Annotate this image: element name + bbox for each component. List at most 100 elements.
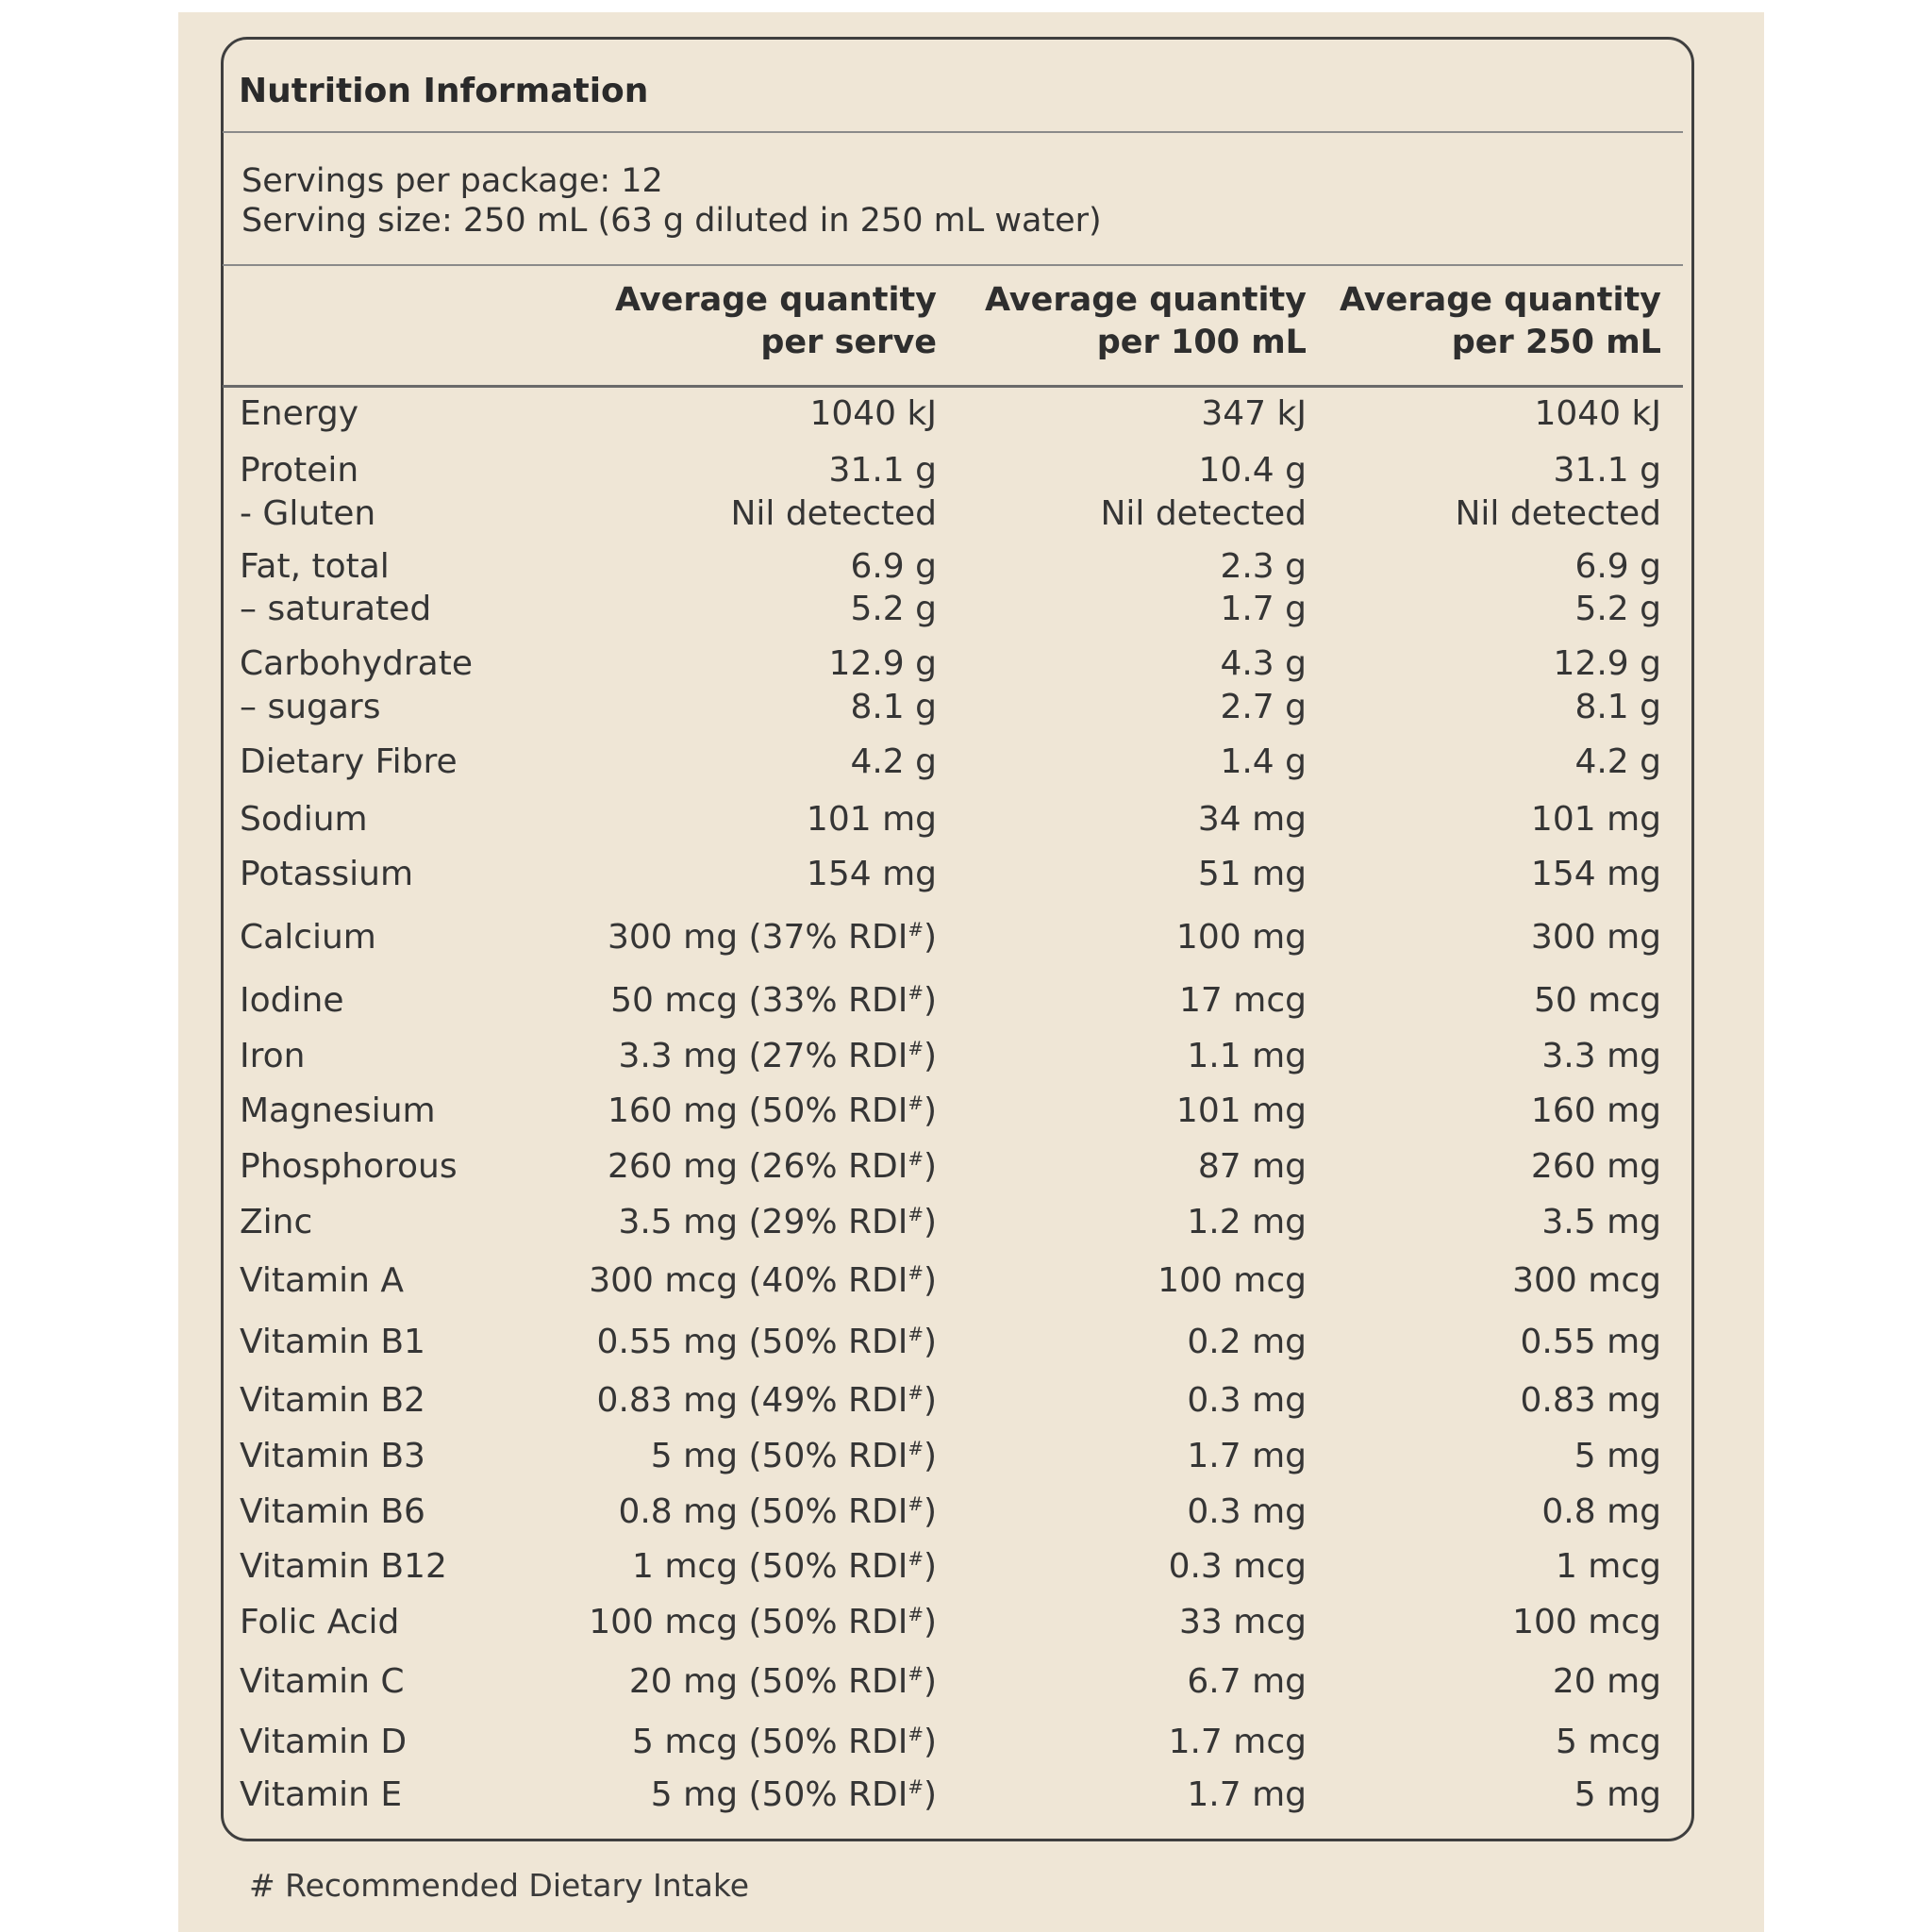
servings-per-package: Servings per package: 12: [242, 162, 663, 200]
value-per-serve: 8.1 g: [850, 688, 937, 726]
value-per-serve: 5 mcg (50% RDI#): [632, 1723, 937, 1761]
value-per-250ml: 100 mcg: [1512, 1603, 1661, 1641]
header-divider: [223, 385, 1683, 388]
column-header-per-100ml: Average quantity per 100 mL: [984, 281, 1307, 361]
nutrient-label: Energy: [240, 394, 359, 433]
serving-divider: [223, 264, 1683, 266]
value-per-100ml: 1.4 g: [1220, 742, 1307, 781]
value-per-250ml: 20 mg: [1552, 1662, 1661, 1701]
value-per-250ml: 1 mcg: [1555, 1547, 1661, 1586]
nutrient-label: Calcium: [240, 918, 376, 957]
value-per-250ml: 160 mg: [1530, 1091, 1661, 1130]
value-per-serve: 6.9 g: [850, 547, 937, 586]
value-per-serve: 0.8 mg (50% RDI#): [618, 1492, 937, 1531]
value-per-100ml: 0.3 mcg: [1168, 1547, 1307, 1586]
nutrient-label: Fat, total: [240, 547, 390, 586]
value-per-100ml: 1.7 mg: [1187, 1437, 1307, 1475]
value-per-250ml: 0.8 mg: [1541, 1492, 1661, 1531]
value-per-serve: 154 mg: [806, 855, 937, 893]
nutrient-label: – sugars: [240, 688, 381, 726]
value-per-100ml: 2.3 g: [1220, 547, 1307, 586]
value-per-serve: 4.2 g: [850, 742, 937, 781]
value-per-100ml: 87 mg: [1197, 1147, 1307, 1186]
nutrient-label: Iron: [240, 1037, 306, 1075]
value-per-serve: 1040 kJ: [809, 394, 937, 433]
value-per-250ml: 300 mg: [1530, 918, 1661, 957]
value-per-250ml: 3.3 mg: [1541, 1037, 1661, 1075]
value-per-250ml: 31.1 g: [1553, 451, 1661, 490]
value-per-250ml: 4.2 g: [1574, 742, 1661, 781]
value-per-serve: 50 mcg (33% RDI#): [610, 981, 937, 1020]
value-per-serve: 5 mg (50% RDI#): [650, 1437, 937, 1475]
rdi-footnote: # Recommended Dietary Intake: [249, 1867, 750, 1904]
value-per-100ml: 6.7 mg: [1187, 1662, 1307, 1701]
value-per-250ml: 1040 kJ: [1534, 394, 1661, 433]
value-per-serve: 300 mcg (40% RDI#): [589, 1261, 937, 1300]
value-per-100ml: Nil detected: [1100, 494, 1307, 533]
value-per-250ml: 3.5 mg: [1541, 1203, 1661, 1241]
nutrient-label: Dietary Fibre: [240, 742, 458, 781]
value-per-serve: 3.3 mg (27% RDI#): [618, 1037, 937, 1075]
panel-title: Nutrition Information: [239, 72, 649, 110]
value-per-serve: 31.1 g: [828, 451, 937, 490]
value-per-100ml: 1.1 mg: [1187, 1037, 1307, 1075]
value-per-250ml: 101 mg: [1530, 800, 1661, 839]
value-per-100ml: 0.2 mg: [1187, 1323, 1307, 1361]
value-per-250ml: 300 mcg: [1512, 1261, 1661, 1300]
value-per-250ml: 6.9 g: [1574, 547, 1661, 586]
value-per-250ml: 154 mg: [1530, 855, 1661, 893]
value-per-250ml: 5.2 g: [1574, 590, 1661, 628]
value-per-serve: 160 mg (50% RDI#): [608, 1091, 937, 1130]
nutrient-label: Folic Acid: [240, 1603, 400, 1641]
nutrient-label: Iodine: [240, 981, 344, 1020]
value-per-100ml: 0.3 mg: [1187, 1381, 1307, 1420]
nutrient-label: Vitamin B12: [240, 1547, 447, 1586]
value-per-serve: 1 mcg (50% RDI#): [632, 1547, 937, 1586]
value-per-100ml: 347 kJ: [1201, 394, 1307, 433]
value-per-serve: 101 mg: [806, 800, 937, 839]
label-background: [178, 12, 1764, 1932]
value-per-250ml: 5 mcg: [1555, 1723, 1661, 1761]
value-per-serve: 12.9 g: [828, 644, 937, 683]
nutrient-label: Vitamin D: [240, 1723, 408, 1761]
nutrient-label: Vitamin B3: [240, 1437, 425, 1475]
value-per-100ml: 100 mg: [1175, 918, 1307, 957]
value-per-serve: 100 mcg (50% RDI#): [589, 1603, 937, 1641]
value-per-100ml: 10.4 g: [1198, 451, 1307, 490]
nutrient-label: Phosphorous: [240, 1147, 458, 1186]
value-per-250ml: 260 mg: [1530, 1147, 1661, 1186]
column-header-per-serve: Average quantity per serve: [614, 281, 937, 361]
value-per-serve: 260 mg (26% RDI#): [608, 1147, 937, 1186]
nutrient-label: – saturated: [240, 590, 432, 628]
nutrient-label: Carbohydrate: [240, 644, 473, 683]
title-divider: [223, 131, 1683, 133]
value-per-serve: Nil detected: [730, 494, 937, 533]
value-per-250ml: 12.9 g: [1553, 644, 1661, 683]
value-per-serve: 3.5 mg (29% RDI#): [618, 1203, 937, 1241]
value-per-100ml: 1.7 mg: [1187, 1775, 1307, 1814]
nutrient-label: Vitamin B6: [240, 1492, 425, 1531]
value-per-serve: 300 mg (37% RDI#): [608, 918, 937, 957]
nutrition-panel: [221, 37, 1694, 1841]
value-per-250ml: 0.83 mg: [1520, 1381, 1661, 1420]
nutrient-label: Zinc: [240, 1203, 313, 1241]
value-per-100ml: 34 mg: [1197, 800, 1307, 839]
value-per-100ml: 33 mcg: [1179, 1603, 1307, 1641]
value-per-100ml: 1.7 mcg: [1168, 1723, 1307, 1761]
nutrient-label: Potassium: [240, 855, 414, 893]
serving-size: Serving size: 250 mL (63 g diluted in 25…: [242, 202, 1102, 240]
nutrient-label: Sodium: [240, 800, 368, 839]
value-per-100ml: 1.2 mg: [1187, 1203, 1307, 1241]
value-per-100ml: 1.7 g: [1220, 590, 1307, 628]
value-per-250ml: 5 mg: [1574, 1437, 1661, 1475]
value-per-100ml: 101 mg: [1175, 1091, 1307, 1130]
nutrient-label: Vitamin E: [240, 1775, 403, 1814]
value-per-250ml: 50 mcg: [1534, 981, 1661, 1020]
value-per-serve: 20 mg (50% RDI#): [628, 1662, 937, 1701]
value-per-serve: 0.83 mg (49% RDI#): [596, 1381, 937, 1420]
value-per-100ml: 0.3 mg: [1187, 1492, 1307, 1531]
value-per-100ml: 100 mcg: [1158, 1261, 1307, 1300]
value-per-250ml: 8.1 g: [1574, 688, 1661, 726]
value-per-100ml: 17 mcg: [1179, 981, 1307, 1020]
nutrient-label: Vitamin C: [240, 1662, 405, 1701]
